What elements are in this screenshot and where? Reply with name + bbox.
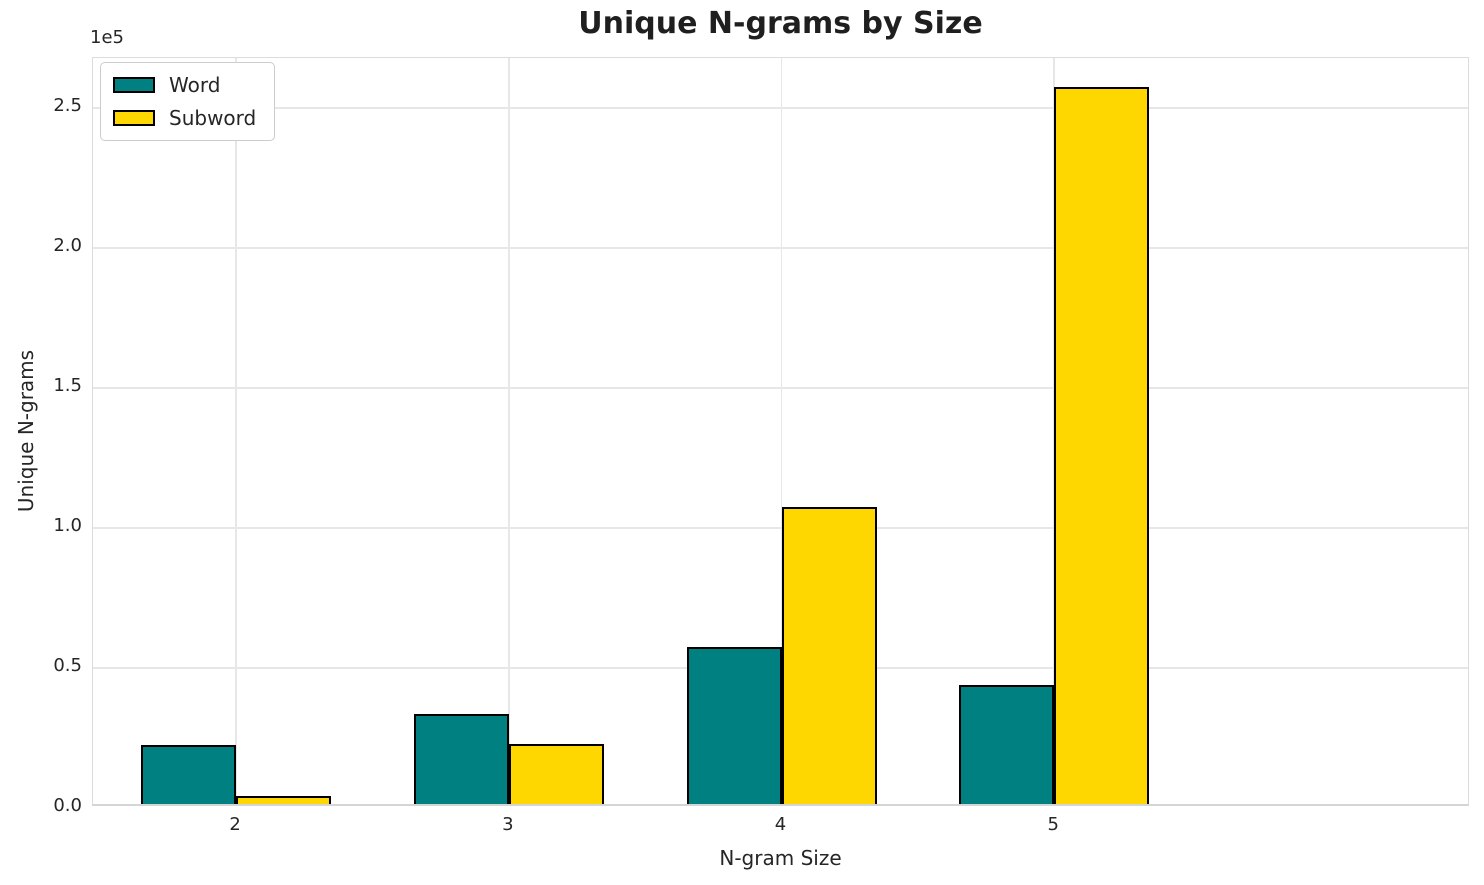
horizontal-gridline	[93, 527, 1468, 529]
y-tick-label: 2.0	[53, 235, 82, 256]
x-tick-label: 5	[1047, 814, 1059, 835]
horizontal-gridline	[93, 107, 1468, 109]
y-axis-offset-text: 1e5	[90, 27, 124, 48]
plot-area	[92, 57, 1469, 806]
horizontal-gridline	[93, 387, 1468, 389]
legend-label: Word	[169, 73, 221, 97]
bar-subword-4	[781, 507, 877, 804]
bar-word-3	[413, 714, 509, 804]
legend-swatch-word	[113, 77, 155, 93]
vertical-gridline	[780, 58, 783, 804]
x-tick-label: 2	[229, 814, 241, 835]
chart-title: Unique N-grams by Size	[578, 6, 983, 41]
horizontal-gridline	[93, 247, 1468, 249]
y-tick-label: 1.0	[53, 515, 82, 536]
bar-subword-3	[508, 744, 604, 804]
y-tick-label: 0.5	[53, 655, 82, 676]
bar-word-2	[141, 745, 237, 804]
bar-subword-2	[236, 796, 332, 804]
x-tick-label: 4	[774, 814, 787, 835]
legend-item-word: Word	[113, 73, 256, 97]
legend-item-subword: Subword	[113, 106, 256, 130]
legend-label: Subword	[169, 106, 257, 130]
vertical-gridline	[235, 58, 237, 804]
legend-swatch-subword	[113, 110, 155, 126]
bar-subword-5	[1054, 87, 1150, 804]
y-tick-label: 2.5	[53, 95, 82, 116]
bar-word-5	[959, 685, 1055, 804]
x-axis-label: N-gram Size	[719, 846, 842, 870]
y-tick-label: 0.0	[53, 795, 82, 816]
legend: Word Subword	[100, 62, 276, 141]
vertical-gridline	[508, 58, 510, 804]
x-tick-label: 3	[502, 814, 514, 835]
bar-word-4	[686, 647, 782, 804]
y-tick-label: 1.5	[53, 375, 82, 396]
